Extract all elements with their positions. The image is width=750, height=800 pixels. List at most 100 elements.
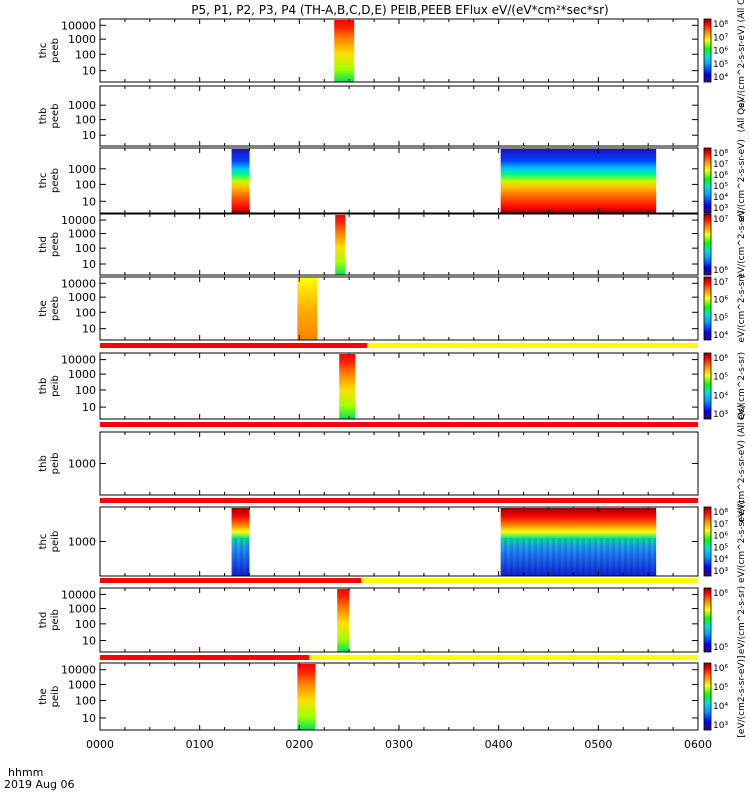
colorbar-label: eV/(cm^2-s-sr-eV) <box>737 139 747 222</box>
spectrogram-block <box>339 354 356 419</box>
panel-probe-label: thd <box>38 236 49 253</box>
x-tick-label: 0400 <box>485 738 513 751</box>
colorbar <box>703 213 712 276</box>
panel-frame <box>99 662 699 731</box>
panel-thb-peib: 1000 thb peib eV/(cm^2-s-sr-eV) (All Qs) <box>38 404 747 522</box>
y-tick-label: 1000 <box>68 368 96 381</box>
panel-probe-label: thb <box>38 108 49 125</box>
y-tick-label: 10000 <box>61 214 96 227</box>
x-tick-label: 0300 <box>385 738 413 751</box>
panel-probe-label: thc <box>38 173 49 189</box>
panel-probe-label: thb <box>38 378 49 395</box>
quality-flag-segment <box>100 343 368 348</box>
spectrogram-texture <box>500 538 657 576</box>
colorbar-tick-label: 10⁵ <box>713 313 728 323</box>
spectrogram-texture <box>231 538 250 576</box>
panel-instrument-label: peeb <box>50 296 61 321</box>
spectrogram-block <box>297 278 318 340</box>
y-tick-label: 100 <box>75 306 96 319</box>
colorbar-tick-label: 10⁷ <box>713 278 728 288</box>
colorbar <box>703 18 712 83</box>
panel-instrument-label: peeb <box>50 232 61 257</box>
y-tick-label: 10000 <box>61 588 96 601</box>
colorbar <box>703 506 712 577</box>
colorbar-tick-label: 10⁷ <box>713 215 728 225</box>
y-tick-label: 100 <box>75 618 96 631</box>
y-tick-label: 10 <box>82 323 96 336</box>
colorbar-tick-label: 10⁷ <box>713 160 728 170</box>
panel-probe-label: the <box>38 688 49 704</box>
x-tick-label: 0100 <box>186 738 214 751</box>
y-tick-label: 10 <box>82 195 96 208</box>
spectrogram-block <box>500 149 657 213</box>
x-tick-label: 0500 <box>584 738 612 751</box>
colorbar-tick-label: 10⁴ <box>713 391 728 401</box>
colorbar-tick-label: 10⁸ <box>713 20 728 30</box>
panel-thb-peeb: 1000 100 10 thb peeb (All Qs) <box>38 85 747 147</box>
colorbar-tick-label: 10⁴ <box>713 73 728 83</box>
panel-frame <box>99 213 699 276</box>
x-axis: 0000 0100 0200 0300 0400 0500 0600 <box>86 738 712 751</box>
spectrogram-block <box>335 215 346 275</box>
panel-frame <box>99 352 699 420</box>
colorbar-tick-label: 10⁴ <box>713 193 728 203</box>
colorbar <box>703 276 712 341</box>
panel-probe-label: thd <box>38 612 49 629</box>
colorbar-label: eV/(cm^2-s-sr) <box>737 210 747 278</box>
colorbar-tick-label: 10⁷ <box>713 33 728 43</box>
colorbar-label: eV/(cm^2-s-sr-eV) (All Ca <box>737 0 747 108</box>
colorbar-tick-label: 10⁵ <box>713 643 728 653</box>
y-tick-label: 1000 <box>68 678 96 691</box>
panel-instrument-label: peeb <box>50 38 61 63</box>
y-tick-label: 100 <box>75 178 96 191</box>
y-tick-label: 10000 <box>61 354 96 367</box>
y-tick-label: 1000 <box>68 291 96 304</box>
colorbar-tick-label: 10⁵ <box>713 543 728 553</box>
x-axis-label-hhmm: hhmm <box>8 766 43 779</box>
quality-flag-segment <box>367 343 698 348</box>
panel-probe-label: thb <box>38 455 49 472</box>
panel-instrument-label: peib <box>50 453 61 475</box>
y-tick-label: 10 <box>82 712 96 725</box>
spectrogram-block <box>231 149 250 213</box>
colorbar-label: eV/(cm^2-s-sr) <box>737 352 747 420</box>
colorbar-label: (All Qs) <box>737 100 747 133</box>
x-tick-label: 0600 <box>684 738 712 751</box>
x-axis-label-date: 2019 Aug 06 <box>4 778 74 791</box>
chart-title: P5, P1, P2, P3, P4 (TH-A,B,C,D,E) PEIB,P… <box>191 3 608 17</box>
colorbar-tick-label: 10³ <box>713 204 728 214</box>
panel-frame <box>99 18 699 83</box>
colorbar <box>703 147 712 214</box>
quality-flag-segment <box>309 655 698 660</box>
colorbar <box>703 662 712 731</box>
panel-frame <box>99 431 699 496</box>
y-tick-label: 10000 <box>61 277 96 290</box>
spectrogram-block <box>334 20 355 82</box>
y-tick-label: 10 <box>82 129 96 142</box>
quality-flag-segment <box>100 498 698 503</box>
colorbar <box>703 587 712 653</box>
y-tick-label: 1000 <box>68 536 96 549</box>
colorbar-tick-label: 10⁸ <box>713 508 728 518</box>
y-tick-label: 1000 <box>68 33 96 46</box>
colorbar-tick-label: 10⁶ <box>713 589 728 599</box>
colorbar-tick-label: 10⁷ <box>713 520 728 530</box>
colorbar-label: eV/(cm^2-s-sr-eV) (All Qs) <box>737 404 747 522</box>
y-tick-label: 10 <box>82 401 96 414</box>
spectrogram-block <box>337 589 350 652</box>
y-tick-label: 100 <box>75 242 96 255</box>
colorbar-tick-label: 10⁸ <box>713 149 728 159</box>
colorbar-tick-label: 10⁵ <box>713 182 728 192</box>
colorbar <box>703 352 712 420</box>
panel-instrument-label: peeb <box>50 104 61 129</box>
panel-instrument-label: peib <box>50 686 61 708</box>
panel-frame <box>99 85 699 147</box>
